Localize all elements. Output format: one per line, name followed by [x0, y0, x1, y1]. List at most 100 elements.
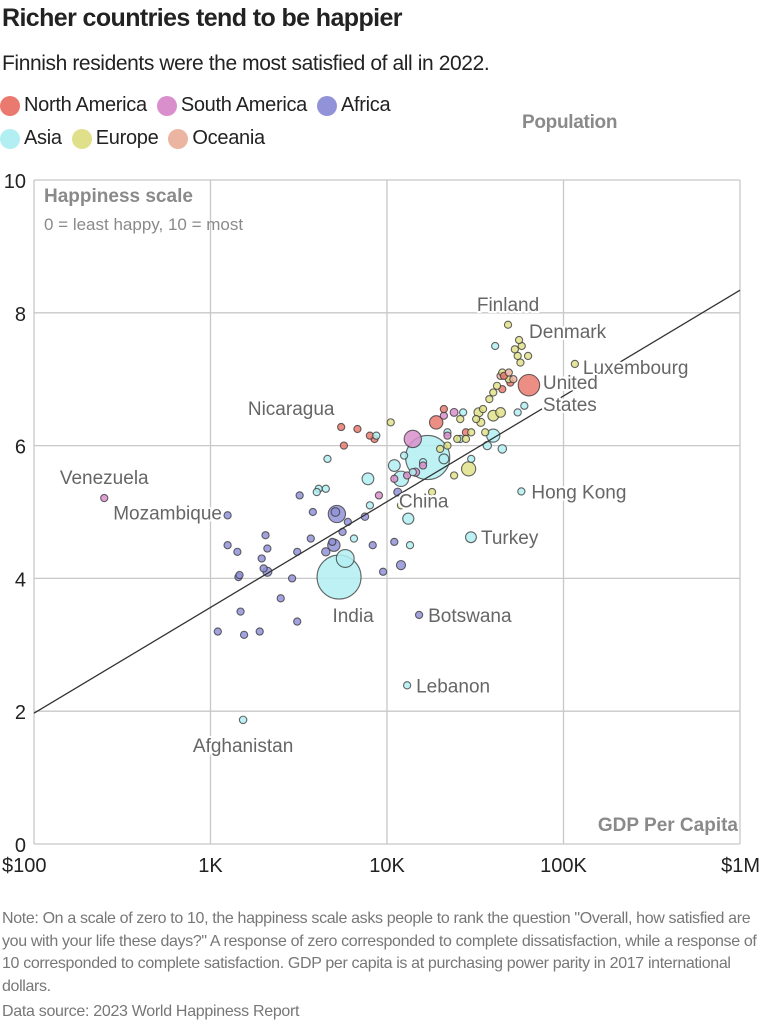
point-label: China [399, 492, 449, 513]
data-point [361, 472, 375, 486]
point-label: Nicaragua [248, 399, 335, 420]
data-point [223, 541, 232, 550]
data-point [100, 493, 109, 503]
y-tick-label: 6 [15, 437, 26, 459]
point-label: Turkey [481, 528, 539, 549]
point-label: Afghanistan [193, 736, 293, 757]
data-point [287, 574, 297, 583]
data-point [233, 547, 242, 556]
data-point [513, 351, 522, 361]
data-point [418, 461, 428, 470]
legend-label: Africa [340, 94, 391, 116]
data-point [461, 434, 471, 444]
point-label: Luxembourg [583, 358, 689, 379]
legend-swatch [156, 95, 177, 116]
point-label: Hong Kong [531, 482, 626, 503]
data-point [509, 375, 518, 384]
data-point [390, 474, 399, 483]
legend-item-europe: Europe [71, 127, 159, 150]
data-point [368, 541, 377, 550]
data-point [213, 627, 222, 636]
data-point [312, 487, 321, 497]
data-point [492, 381, 502, 390]
data-point [255, 627, 264, 636]
data-source: Data source: 2023 World Happiness Report [2, 1003, 300, 1020]
data-point [439, 404, 449, 414]
data-point [517, 487, 526, 496]
data-point [306, 534, 315, 543]
point-label: Denmark [529, 322, 607, 343]
data-point [472, 414, 481, 424]
legend-item-north-america: North America [0, 94, 147, 117]
legend-row-1: North America South America Africa [0, 94, 391, 117]
data-point [261, 531, 270, 540]
legend-item-asia: Asia [0, 127, 62, 150]
data-point [513, 408, 522, 417]
data-point [378, 567, 388, 576]
data-point [464, 531, 477, 544]
y-axis-subtitle: 0 = least happy, 10 = most [44, 215, 243, 234]
data-point [453, 434, 462, 444]
data-point [390, 537, 399, 547]
data-point [395, 560, 407, 571]
data-point [408, 468, 417, 477]
data-point [402, 512, 415, 525]
point-label: Mozambique [113, 503, 222, 524]
data-point [489, 388, 498, 397]
data-point [478, 404, 488, 414]
data-point [458, 408, 468, 417]
legend-label: South America [180, 94, 307, 116]
data-point [321, 547, 331, 557]
data-point [403, 429, 422, 449]
data-point [239, 630, 249, 639]
x-tick-label: $100 [2, 855, 47, 877]
data-point [295, 491, 304, 500]
point-label: United States [543, 373, 598, 416]
data-point [223, 511, 232, 520]
data-point [328, 537, 337, 547]
data-point [438, 453, 450, 465]
data-point [517, 373, 541, 397]
data-point [449, 471, 459, 480]
data-point [259, 564, 268, 573]
data-point [236, 607, 245, 616]
data-point [372, 431, 381, 440]
data-point [495, 407, 506, 418]
data-point [460, 461, 477, 477]
data-point [449, 407, 459, 417]
point-label: Venezuela [60, 468, 149, 489]
trendline [33, 289, 741, 714]
legend-label: North America [24, 94, 147, 116]
point-label: Lebanon [416, 676, 490, 697]
footnote: Note: On a scale of zero to 10, the happ… [2, 910, 757, 995]
data-point [257, 554, 266, 563]
data-point [491, 341, 500, 351]
data-point [323, 454, 332, 464]
data-point [497, 444, 508, 454]
data-point [349, 534, 359, 543]
data-point [374, 491, 384, 500]
data-point [427, 487, 437, 497]
data-point [504, 368, 513, 377]
legend-item-oceania: Oceania [168, 127, 265, 150]
data-point [396, 501, 406, 510]
legend-swatch [168, 128, 189, 149]
point-label: Botswana [428, 606, 512, 627]
legend-swatch [0, 128, 20, 149]
x-tick-label: 100K [540, 855, 587, 877]
data-point [520, 401, 529, 410]
data-point [443, 441, 452, 450]
y-tick-label: 2 [15, 702, 26, 724]
point-label: Finland [477, 295, 539, 316]
chart-title: Richer countries tend to be happier [2, 4, 403, 32]
legend-label: Europe [95, 127, 159, 149]
data-point [405, 541, 415, 550]
y-tick-label: 4 [15, 569, 26, 591]
population-size-label: Population [522, 112, 618, 133]
x-tick-label: $1M [721, 855, 760, 877]
x-axis-title: GDP Per Capita [598, 815, 739, 836]
y-axis-title: Happiness scale [44, 186, 193, 207]
legend-row-2: Asia Europe Oceania [0, 127, 265, 150]
